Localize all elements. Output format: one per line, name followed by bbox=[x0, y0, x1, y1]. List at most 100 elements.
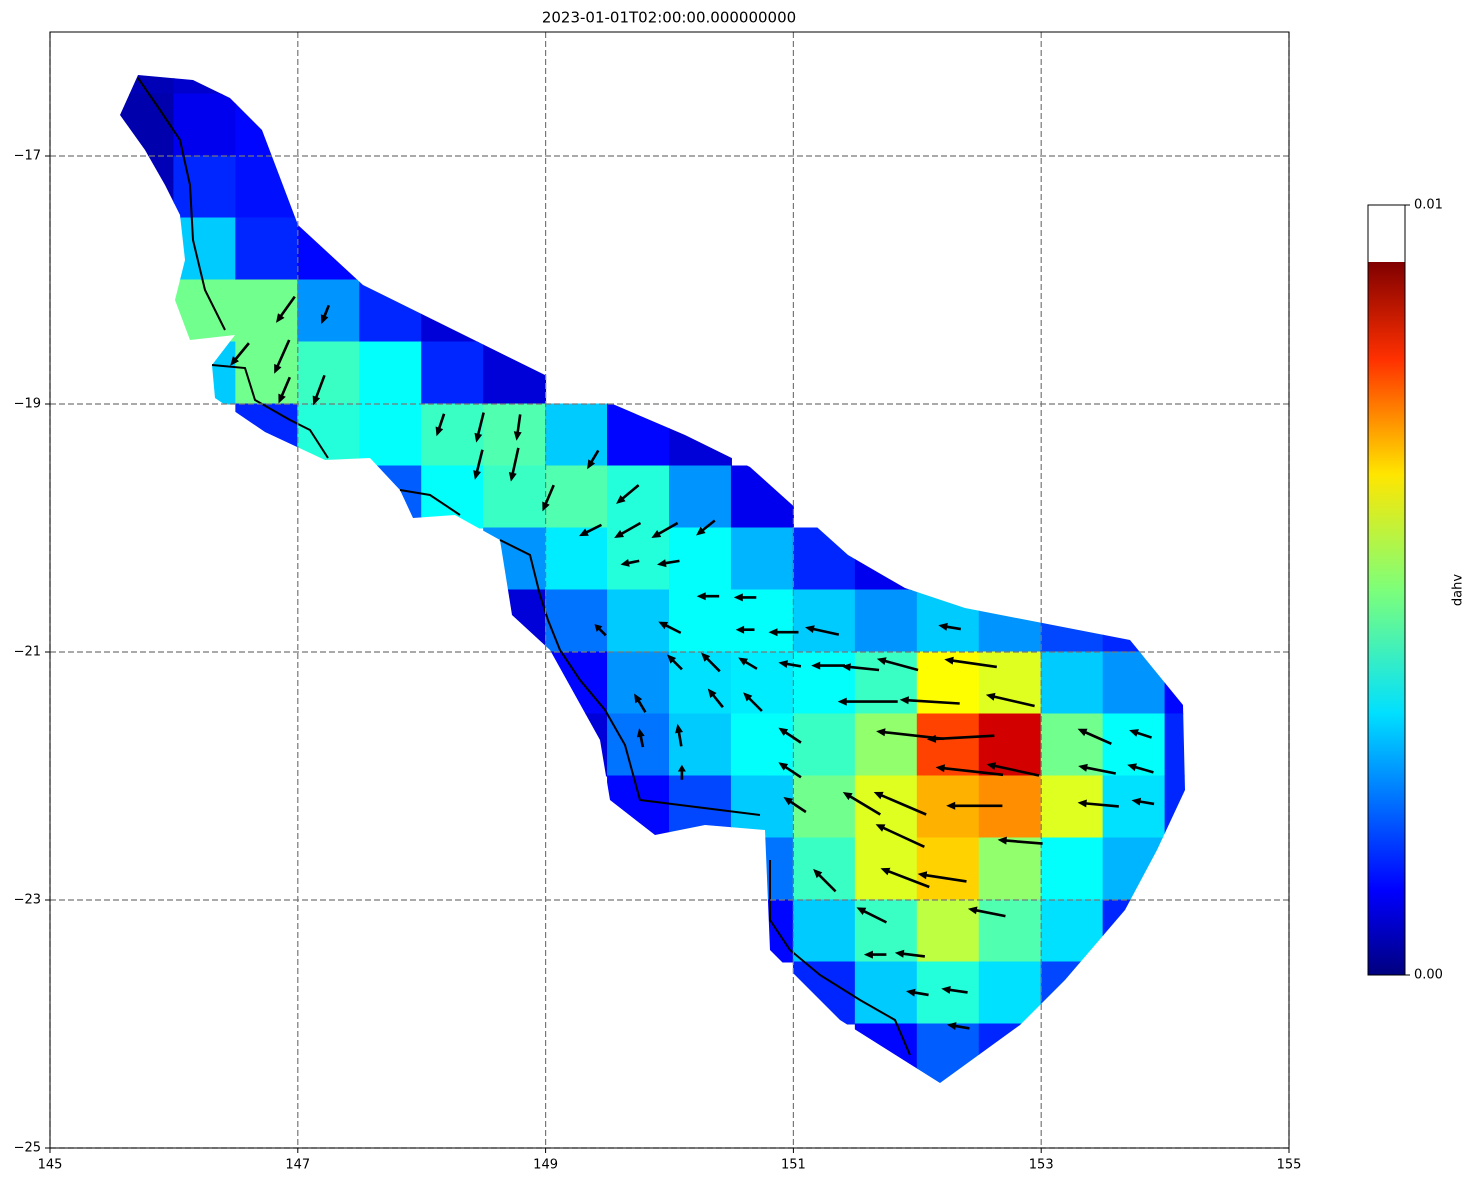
arrow bbox=[473, 449, 484, 480]
arrow bbox=[542, 484, 555, 512]
field-cell bbox=[173, 93, 237, 157]
arrow bbox=[926, 734, 995, 743]
arrow bbox=[735, 625, 755, 634]
arrow bbox=[579, 523, 602, 537]
field-cell bbox=[1164, 775, 1185, 839]
field-cell bbox=[1040, 899, 1104, 963]
arrow bbox=[508, 447, 520, 482]
arrow bbox=[636, 728, 645, 748]
arrow bbox=[474, 412, 485, 443]
colorbar-tick-label: 0.01 bbox=[1414, 198, 1443, 213]
arrow bbox=[856, 907, 887, 924]
x-tick-label: 153 bbox=[1029, 1158, 1054, 1173]
field-cell bbox=[916, 899, 980, 963]
x-tick-label: 147 bbox=[285, 1158, 310, 1173]
field-cell bbox=[916, 713, 980, 777]
arrow bbox=[733, 593, 757, 602]
arrow bbox=[1131, 797, 1155, 806]
field-cell bbox=[421, 279, 485, 343]
field-cell bbox=[1102, 837, 1166, 901]
field-cell bbox=[545, 651, 609, 715]
field-cell bbox=[854, 1023, 918, 1083]
field-cell bbox=[607, 651, 670, 715]
coastline bbox=[137, 77, 911, 1056]
arrow bbox=[997, 836, 1043, 845]
field-cell bbox=[235, 279, 299, 343]
arrow bbox=[876, 728, 944, 741]
field-cell bbox=[607, 775, 670, 839]
field-cell bbox=[545, 403, 609, 467]
field-cell bbox=[297, 341, 361, 405]
field-cell bbox=[120, 155, 175, 219]
arrow bbox=[946, 801, 1003, 810]
arrow bbox=[594, 624, 607, 637]
field-cell bbox=[545, 465, 609, 529]
arrow bbox=[616, 484, 640, 504]
arrow bbox=[696, 519, 716, 536]
arrow bbox=[614, 521, 642, 538]
arrow bbox=[894, 949, 925, 958]
y-tick-label: −17 bbox=[14, 149, 41, 164]
field-cell bbox=[792, 527, 856, 591]
arrow bbox=[620, 559, 640, 567]
field-cell bbox=[421, 341, 485, 405]
arrow bbox=[1129, 729, 1152, 739]
field-cell bbox=[854, 899, 918, 963]
arrow bbox=[899, 696, 960, 705]
field-cell bbox=[483, 341, 547, 405]
arrow bbox=[657, 559, 680, 568]
field-cell bbox=[421, 403, 485, 467]
arrow bbox=[811, 661, 845, 670]
field-cell bbox=[359, 279, 423, 343]
field-cell bbox=[854, 713, 918, 777]
field-cell bbox=[792, 775, 856, 839]
field-cell bbox=[854, 589, 918, 653]
field-cell bbox=[1040, 837, 1104, 901]
field-cell bbox=[730, 465, 794, 529]
arrow bbox=[701, 652, 721, 673]
field-cell bbox=[978, 961, 1042, 1025]
x-tick-label: 151 bbox=[781, 1158, 806, 1173]
field-cell bbox=[545, 589, 609, 653]
field-cell bbox=[359, 403, 423, 467]
arrow bbox=[875, 824, 925, 848]
field-cell bbox=[854, 527, 918, 591]
arrow bbox=[837, 697, 898, 706]
field-cell bbox=[297, 403, 361, 467]
arrow bbox=[513, 414, 522, 441]
arrow bbox=[276, 295, 296, 323]
arrow bbox=[696, 592, 720, 601]
arrow bbox=[842, 792, 881, 816]
arrow bbox=[880, 867, 930, 889]
arrow bbox=[985, 692, 1035, 708]
field-cell bbox=[669, 403, 732, 467]
arrow bbox=[587, 449, 600, 470]
field-cell bbox=[607, 403, 670, 467]
field-cell bbox=[607, 465, 670, 529]
arrow bbox=[768, 628, 799, 637]
colorbar-tick-label: 0.00 bbox=[1414, 968, 1443, 983]
field-cell bbox=[235, 403, 299, 467]
field-cell bbox=[730, 651, 794, 715]
field-cell bbox=[730, 775, 794, 839]
field-cell bbox=[916, 837, 980, 901]
colorbar bbox=[1367, 204, 1406, 976]
field-cell bbox=[120, 93, 175, 157]
quiver bbox=[230, 295, 1155, 1030]
field-cell bbox=[1040, 713, 1104, 777]
arrow bbox=[743, 692, 763, 712]
arrow bbox=[278, 376, 291, 404]
field-cell bbox=[1102, 589, 1166, 653]
field-cell bbox=[235, 217, 299, 281]
y-tick-label: −25 bbox=[14, 1141, 41, 1156]
field-cell bbox=[669, 527, 732, 591]
field-cell bbox=[792, 961, 856, 1025]
field-cell bbox=[916, 1023, 980, 1083]
arrow bbox=[944, 656, 997, 669]
field-cell bbox=[730, 837, 794, 901]
field-cell bbox=[792, 589, 856, 653]
field-cell bbox=[978, 899, 1042, 963]
arrow bbox=[778, 727, 802, 744]
field-cell bbox=[359, 341, 423, 405]
